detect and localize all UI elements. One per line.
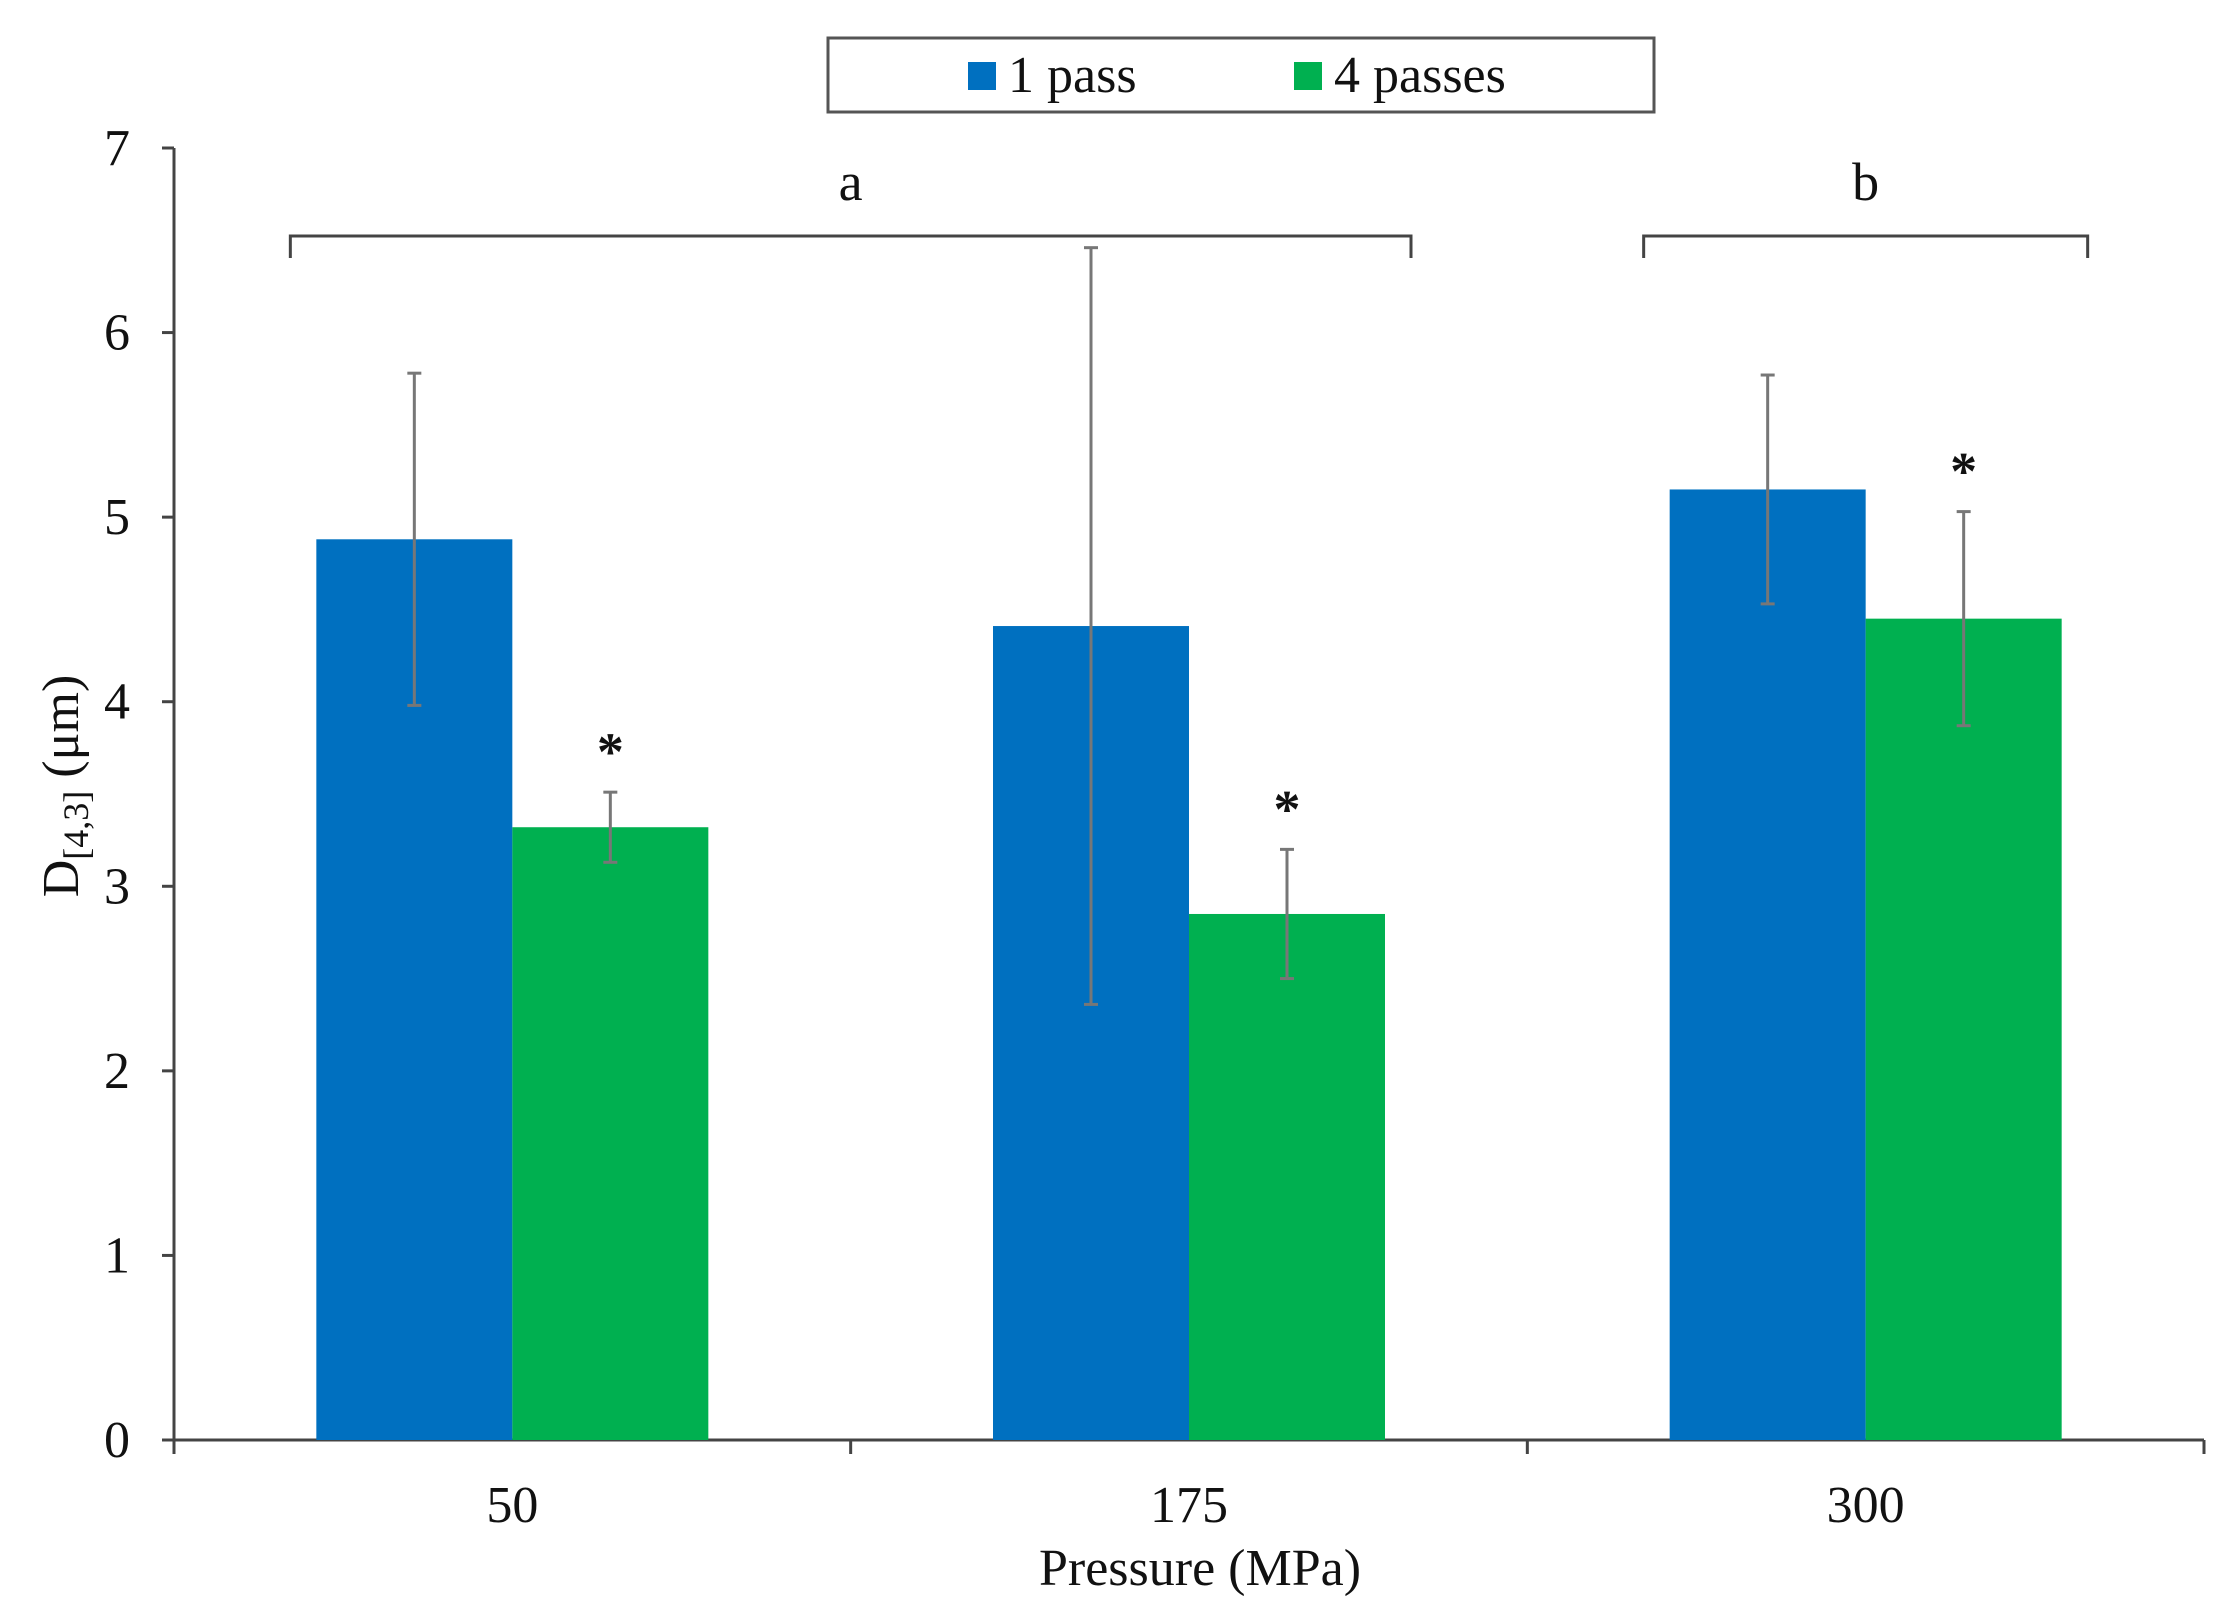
group-bracket [288, 234, 1413, 258]
bar-4-passes [1189, 913, 1385, 1440]
legend: 1 pass 4 passes [826, 36, 1656, 114]
bar-4-passes [1865, 618, 2062, 1440]
y-tick-label: 6 [104, 305, 130, 362]
significance-star: * [597, 722, 624, 782]
legend-label-1-pass: 1 pass [1008, 47, 1137, 104]
y-tick-label: 0 [104, 1412, 130, 1469]
group-bracket [1642, 234, 2090, 258]
y-tick-label: 1 [104, 1227, 130, 1284]
y-tick-label: 5 [104, 489, 130, 546]
tick-labels: 0 1 2 3 4 5 6 7 50 175 300 [104, 120, 1905, 1534]
group-letter: a [839, 152, 863, 212]
significance-markers: * * * [597, 442, 1977, 840]
y-tick-label: 3 [104, 858, 130, 915]
significance-star: * [1950, 442, 1977, 502]
bar-4-passes [512, 827, 709, 1440]
y-axis-title-subscript: [4,3] [56, 791, 96, 860]
legend-swatch-1-pass [968, 62, 996, 90]
y-axis-title-main: D [33, 860, 90, 898]
bars [316, 489, 2062, 1440]
x-tick-label: 50 [486, 1477, 538, 1534]
legend-swatch-4-passes [1294, 62, 1322, 90]
x-axis-title: Pressure (MPa) [1039, 1540, 1361, 1597]
x-tick-label: 300 [1827, 1477, 1905, 1534]
legend-box [826, 36, 1656, 114]
y-tick-label: 7 [104, 120, 130, 177]
legend-label-4-passes: 4 passes [1334, 47, 1506, 104]
group-letter: b [1852, 152, 1879, 212]
error-bars [407, 246, 1971, 1006]
bar-1-pass [1669, 489, 1866, 1440]
y-tick-label: 2 [104, 1043, 130, 1100]
y-axis-title: D[4,3] (μm) [33, 675, 96, 898]
y-tick-label: 4 [104, 674, 130, 731]
x-tick-label: 175 [1150, 1477, 1228, 1534]
significance-star: * [1274, 779, 1301, 839]
y-axis-title-unit: (μm) [33, 675, 90, 791]
